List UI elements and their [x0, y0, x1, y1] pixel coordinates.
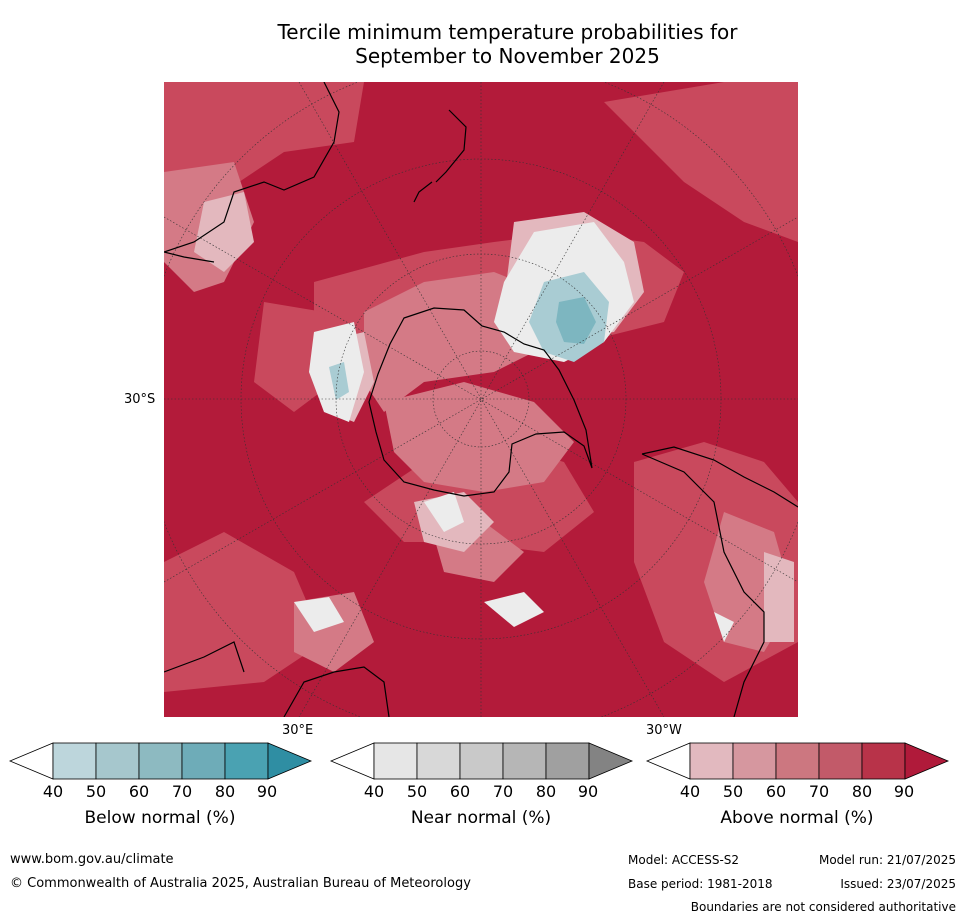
tick: 80: [851, 782, 873, 801]
graticule: [164, 82, 798, 717]
colorbar-above-normal: [645, 742, 950, 781]
colorbar-above-normal-graphic: [645, 742, 950, 780]
tick: 70: [492, 782, 514, 801]
colorbar-segment: [95, 742, 140, 780]
colorbar-segment: [181, 742, 226, 780]
tick: 50: [722, 782, 744, 801]
issued-text: Issued: 23/07/2025: [840, 877, 956, 891]
colorbar-segment: [138, 742, 183, 780]
colorbar-below-normal: [8, 742, 313, 781]
colorbar-segment: [459, 742, 504, 780]
colorbar-min-triangle: [329, 742, 375, 780]
tick: 80: [535, 782, 557, 801]
colorbar-segment: [502, 742, 547, 780]
colorbar-min-triangle: [8, 742, 54, 780]
tick: 60: [765, 782, 787, 801]
colorbar-label-near-normal: Near normal (%): [410, 808, 552, 828]
tick: 40: [363, 782, 385, 801]
colorbar-segment: [861, 742, 906, 780]
tick: 90: [577, 782, 599, 801]
tick: 50: [406, 782, 428, 801]
africa-outline: [164, 641, 390, 717]
colorbar-max-triangle: [588, 742, 634, 780]
tick: 70: [171, 782, 193, 801]
tick: 40: [679, 782, 701, 801]
colorbar-segment: [732, 742, 777, 780]
australia-outline: [164, 82, 340, 263]
colorbar-segment: [416, 742, 461, 780]
lon-label-30w: 30°W: [646, 723, 682, 738]
south-america-outline: [641, 446, 798, 717]
colorbar-label-below-normal: Below normal (%): [84, 808, 236, 828]
colorbar-near-normal-graphic: [329, 742, 634, 780]
colorbar-max-triangle: [267, 742, 313, 780]
colorbar-segment: [224, 742, 269, 780]
colorbar-min-triangle: [645, 742, 691, 780]
colorbar-max-triangle: [904, 742, 950, 780]
lat-label-30s: 30°S: [124, 392, 156, 407]
colorbar-segment: [373, 742, 418, 780]
model-run-text: Model run: 21/07/2025: [818, 853, 956, 867]
tick: 70: [808, 782, 830, 801]
tick: 40: [42, 782, 64, 801]
copyright-text: © Commonwealth of Australia 2025, Austra…: [10, 876, 471, 891]
tick: 60: [128, 782, 150, 801]
colorbar-segment: [545, 742, 590, 780]
base-period-text: Base period: 1981-2018: [628, 877, 773, 891]
colorbar-below-normal-graphic: [8, 742, 313, 780]
tick: 50: [85, 782, 107, 801]
colorbar-segment: [818, 742, 863, 780]
colorbar-near-normal: [329, 742, 634, 781]
new-zealand-outline: [413, 109, 467, 203]
model-text: Model: ACCESS-S2: [628, 853, 740, 867]
tick: 80: [214, 782, 236, 801]
colorbar-segment: [775, 742, 820, 780]
tick: 90: [893, 782, 915, 801]
probability-map: [164, 82, 798, 717]
below-normal-patches: [329, 272, 609, 400]
colorbar-label-above-normal: Above normal (%): [720, 808, 874, 828]
map-title: Tercile minimum temperature probabilitie…: [0, 20, 965, 68]
title-line-1: Tercile minimum temperature probabilitie…: [277, 20, 738, 44]
tick: 60: [449, 782, 471, 801]
tick: 90: [256, 782, 278, 801]
antarctica-outline: [368, 307, 593, 497]
website-link[interactable]: www.bom.gov.au/climate: [10, 852, 174, 867]
title-line-2: September to November 2025: [355, 44, 660, 68]
colorbar-segment: [689, 742, 734, 780]
map-canvas: [164, 82, 798, 717]
disclaimer-text: Boundaries are not considered authoritat…: [690, 900, 956, 914]
lon-label-30e: 30°E: [282, 723, 314, 738]
colorbar-segment: [52, 742, 97, 780]
